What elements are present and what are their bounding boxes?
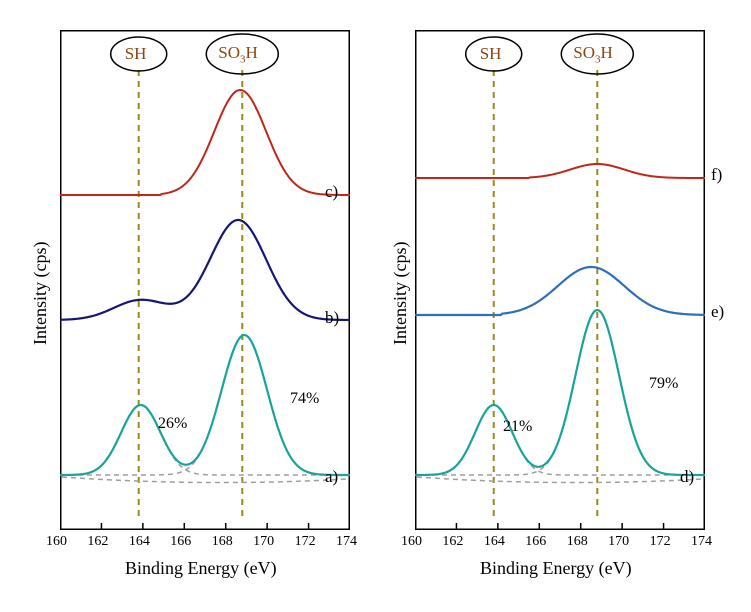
pct-label-d-left: 21%: [503, 418, 532, 436]
xtick-label: 172: [650, 534, 671, 550]
xtick-label: 162: [442, 534, 463, 550]
xtick-label: 160: [46, 534, 67, 550]
series-label-a: a): [325, 467, 338, 487]
x-axis-label: Binding Energy (eV): [480, 558, 632, 579]
right-plot: [415, 30, 705, 530]
so3h-oval-label: SO3H: [218, 43, 258, 65]
pct-label-a-right: 74%: [290, 390, 319, 408]
series-label-d: d): [680, 467, 694, 487]
pct-label-d-right: 79%: [649, 375, 678, 393]
figure-root: 160 162 164 166 168 170 172 174 Binding Energy (…: [0, 0, 751, 612]
series-label-f: f): [711, 165, 722, 185]
series-label-e: e): [711, 302, 724, 322]
series-label-c: c): [325, 182, 338, 202]
pct-label-a-left: 26%: [158, 415, 187, 433]
xtick-label: 164: [484, 534, 505, 550]
xtick-label: 170: [253, 534, 274, 550]
xtick-label: 166: [525, 534, 546, 550]
y-axis-label-left: Intensity (cps): [30, 242, 51, 345]
left-panel: 160162164166168170172174Binding Energy (…: [60, 30, 350, 590]
xtick-label: 160: [401, 534, 422, 550]
xtick-label: 172: [295, 534, 316, 550]
xtick-label: 164: [129, 534, 150, 550]
right-panel: 160162164166168170172174Binding Energy (…: [415, 30, 705, 590]
xtick-label: 168: [212, 534, 233, 550]
xtick-label: 174: [691, 534, 712, 550]
so3h-oval-label: SO3H: [573, 43, 613, 65]
xtick-label: 162: [87, 534, 108, 550]
xtick-label: 170: [608, 534, 629, 550]
y-axis-label-right: Intensity (cps): [390, 242, 411, 345]
xtick-label: 174: [336, 534, 357, 550]
series-label-b: b): [325, 308, 339, 328]
x-axis-label: Binding Energy (eV): [125, 558, 277, 579]
xtick-label: 168: [567, 534, 588, 550]
xtick-label: 166: [170, 534, 191, 550]
left-plot: [60, 30, 350, 530]
sh-oval-label: SH: [480, 44, 502, 64]
sh-oval-label: SH: [125, 44, 147, 64]
